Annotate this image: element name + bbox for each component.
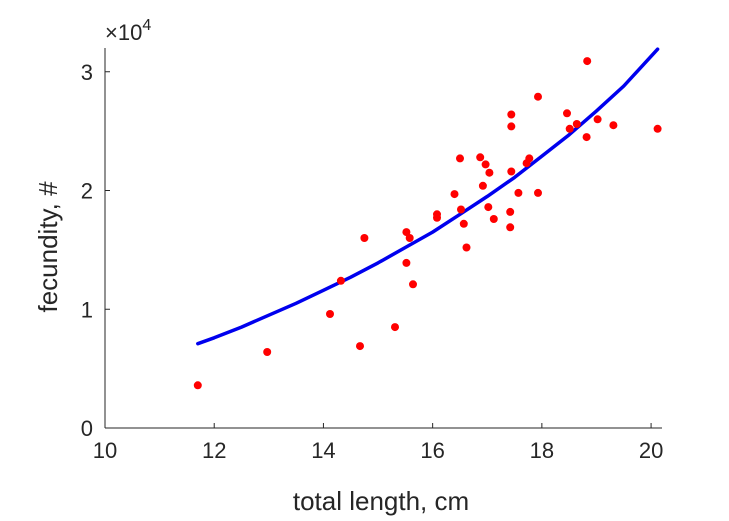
data-point: [459, 219, 468, 228]
data-point: [565, 124, 574, 133]
x-axis-label: total length, cm: [293, 486, 469, 516]
data-point: [506, 207, 515, 216]
data-point: [481, 160, 490, 169]
data-point: [514, 188, 523, 197]
y-tick-label: 3: [81, 60, 93, 85]
data-point: [402, 228, 411, 237]
data-point: [360, 234, 369, 242]
data-point: [336, 276, 345, 285]
data-point: [525, 154, 534, 163]
y-tick-label: 1: [81, 297, 93, 322]
data-point: [593, 115, 602, 124]
data-point: [507, 167, 516, 176]
x-tick-label: 20: [639, 438, 663, 463]
data-point: [456, 154, 464, 163]
data-point: [507, 110, 516, 119]
data-point: [457, 205, 465, 214]
data-point: [506, 223, 515, 232]
y-axis-label: fecundity, #: [33, 181, 63, 313]
data-point: [609, 121, 618, 130]
data-point: [507, 122, 516, 131]
data-point: [484, 203, 493, 212]
y-tick-label: 2: [81, 179, 93, 204]
data-point: [478, 181, 487, 190]
x-tick-label: 16: [420, 438, 444, 463]
data-points: [193, 57, 662, 390]
data-point: [402, 258, 411, 267]
data-point: [582, 133, 591, 142]
data-point: [489, 215, 498, 223]
data-point: [326, 310, 334, 318]
data-point: [193, 381, 202, 390]
data-point: [572, 120, 581, 128]
x-tick-label: 18: [530, 438, 554, 463]
data-point: [405, 234, 414, 242]
x-tick-label: 10: [93, 438, 117, 463]
data-point: [356, 342, 364, 351]
data-point: [433, 210, 441, 219]
x-tick-label: 14: [311, 438, 335, 463]
data-point: [563, 109, 571, 118]
x-tick-label: 12: [202, 438, 226, 463]
fit-curve: [196, 47, 660, 346]
y-axis-exponent: ×104: [105, 17, 151, 45]
data-point: [409, 280, 417, 289]
data-point: [534, 188, 542, 197]
data-point: [391, 323, 399, 332]
data-point: [583, 57, 592, 66]
data-point: [462, 243, 471, 252]
data-point: [485, 168, 494, 177]
data-point: [476, 153, 485, 162]
data-point: [450, 190, 459, 199]
data-point: [263, 348, 272, 356]
data-point: [534, 92, 542, 101]
y-tick-label: 0: [81, 416, 93, 441]
data-point: [653, 124, 662, 133]
